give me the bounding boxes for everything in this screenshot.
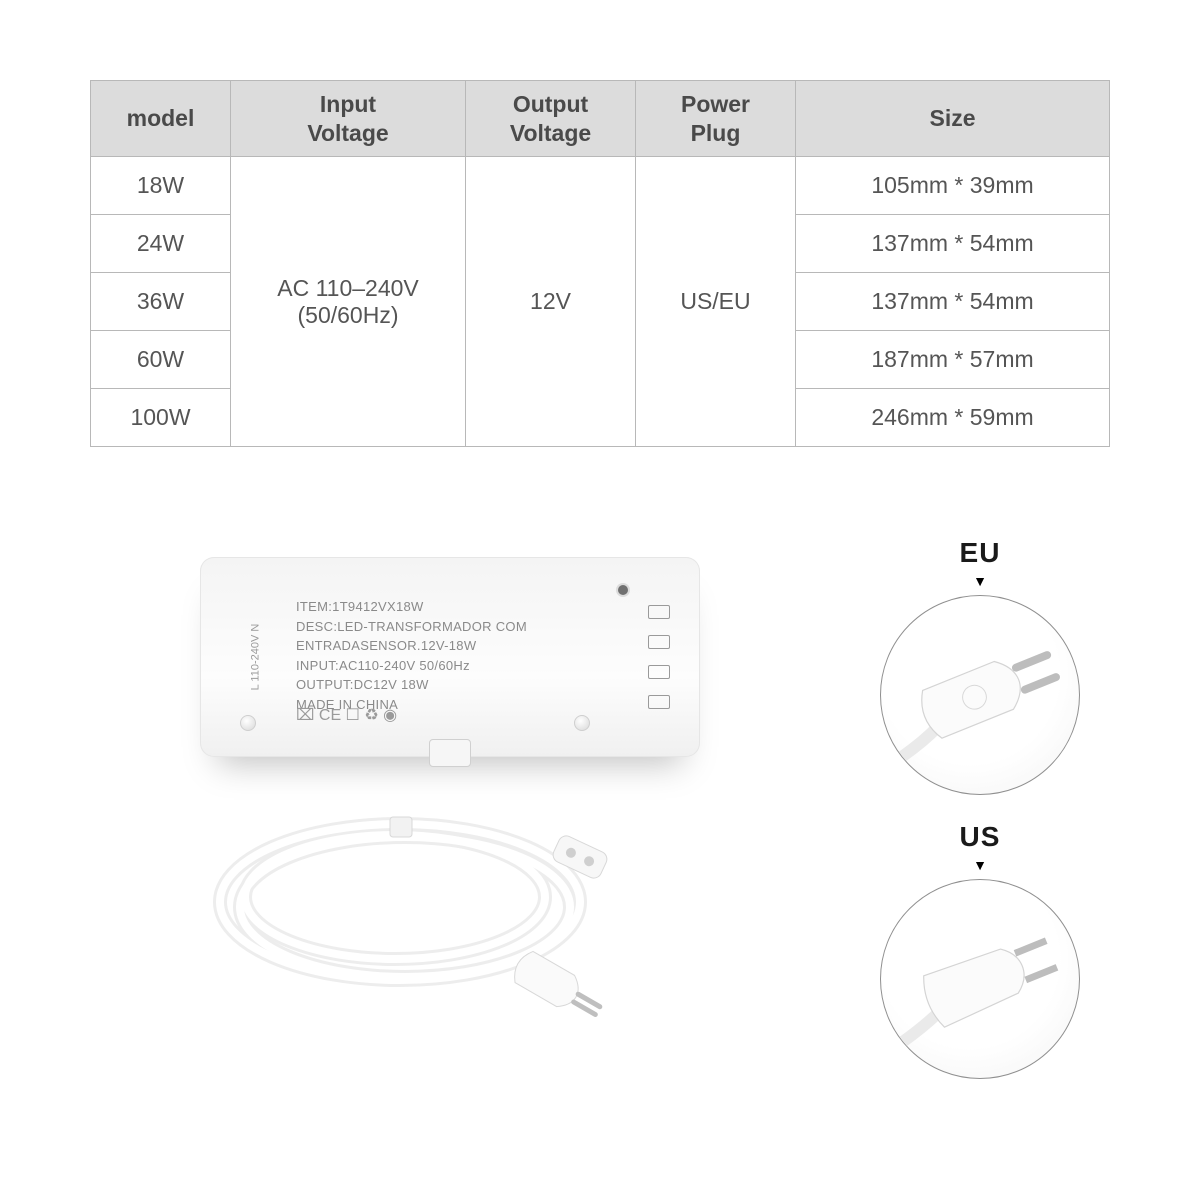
us-plug-image: [880, 879, 1080, 1079]
cell-size: 137mm * 54mm: [796, 215, 1110, 273]
arrow-down-icon: ▼: [880, 573, 1080, 589]
label-line: DESC:LED-TRANSFORMADOR COM: [296, 617, 527, 637]
cell-size: 137mm * 54mm: [796, 273, 1110, 331]
us-plug-label: US: [880, 821, 1080, 853]
cell-model: 36W: [91, 273, 231, 331]
spec-table: model Input Voltage Output Voltage Power…: [90, 80, 1110, 447]
input-jack-icon: [429, 739, 471, 767]
label-line: OUTPUT:DC12V 18W: [296, 675, 527, 695]
col-header-output: Output Voltage: [466, 81, 636, 157]
transformer-side-label: L 110-240V N: [249, 624, 261, 691]
col-header-plug: Power Plug: [636, 81, 796, 157]
cell-output-voltage: 12V: [466, 157, 636, 447]
cell-power-plug: US/EU: [636, 157, 796, 447]
transformer-label-block: ITEM:1T9412VX18W DESC:LED-TRANSFORMADOR …: [296, 597, 527, 714]
col-header-model: model: [91, 81, 231, 157]
port-icon: [648, 605, 670, 619]
arrow-down-icon: ▼: [880, 857, 1080, 873]
plug-variants-column: EU ▼ US ▼: [850, 537, 1110, 1079]
port-icon: [648, 665, 670, 679]
cell-model: 100W: [91, 389, 231, 447]
cell-size: 105mm * 39mm: [796, 157, 1110, 215]
cell-size: 187mm * 57mm: [796, 331, 1110, 389]
cell-model: 24W: [91, 215, 231, 273]
cell-size: 246mm * 59mm: [796, 389, 1110, 447]
col-header-input: Input Voltage: [231, 81, 466, 157]
us-plug-block: US ▼: [880, 821, 1080, 1079]
label-line: INPUT:AC110-240V 50/60Hz: [296, 656, 527, 676]
port-icon: [648, 695, 670, 709]
screw-hole-icon: [574, 715, 590, 731]
col-header-size: Size: [796, 81, 1110, 157]
certification-icons: ⌧ CE ☐ ♻ ◉: [296, 705, 397, 725]
table-row: 18W AC 110–240V (50/60Hz) 12V US/EU 105m…: [91, 157, 1110, 215]
table-header-row: model Input Voltage Output Voltage Power…: [91, 81, 1110, 157]
product-area: L 110-240V N ITEM:1T9412VX18W DESC:LED-T…: [90, 537, 1110, 1079]
cell-model: 18W: [91, 157, 231, 215]
power-cable: [190, 797, 710, 1027]
label-line: ITEM:1T9412VX18W: [296, 597, 527, 617]
label-line: ENTRADASENSOR.12V-18W: [296, 636, 527, 656]
cell-input-voltage: AC 110–240V (50/60Hz): [231, 157, 466, 447]
indicator-led-icon: [618, 585, 628, 595]
eu-plug-image: [880, 595, 1080, 795]
port-icon: [648, 635, 670, 649]
eu-plug-label: EU: [880, 537, 1080, 569]
output-ports: [648, 605, 670, 709]
cell-model: 60W: [91, 331, 231, 389]
product-left-column: L 110-240V N ITEM:1T9412VX18W DESC:LED-T…: [90, 537, 810, 1027]
transformer-device: L 110-240V N ITEM:1T9412VX18W DESC:LED-T…: [200, 557, 700, 757]
screw-hole-icon: [240, 715, 256, 731]
eu-plug-block: EU ▼: [880, 537, 1080, 795]
